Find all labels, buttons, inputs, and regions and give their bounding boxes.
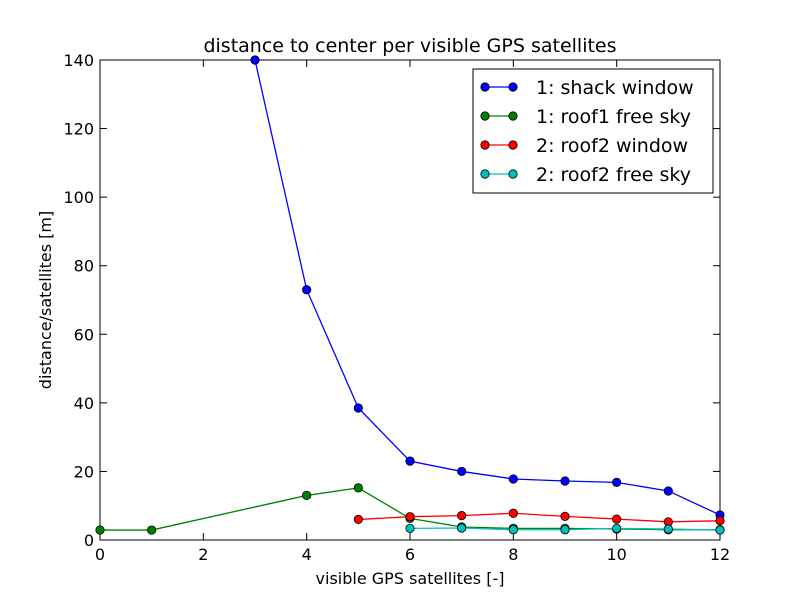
x-tick-label: 0 [95, 545, 105, 564]
y-tick-label: 40 [74, 394, 94, 413]
series-layer [95, 55, 725, 535]
legend-label: 2: roof2 free sky [536, 164, 691, 186]
y-tick-label: 20 [74, 462, 94, 481]
data-point [147, 525, 157, 535]
series-3 [353, 508, 725, 527]
data-point [560, 511, 570, 521]
series-4 [405, 523, 725, 535]
data-point [95, 525, 105, 535]
data-point [560, 525, 570, 535]
data-point [457, 511, 467, 521]
data-point [508, 525, 518, 535]
data-point [353, 483, 363, 493]
legend-marker [480, 140, 490, 150]
legend-marker [508, 82, 518, 92]
y-axis-label: distance/satellites [m] [36, 211, 55, 389]
data-point [612, 514, 622, 524]
x-tick-label: 6 [405, 545, 415, 564]
y-tick-label: 0 [84, 531, 94, 550]
legend: 1: shack window 1: roof1 free sky 2: roof2… [472, 68, 714, 194]
series-1 [250, 55, 725, 520]
legend-item: 2: roof2 free sky [480, 164, 691, 186]
x-tick-label: 8 [508, 545, 518, 564]
data-point [715, 516, 725, 526]
legend-marker [508, 140, 518, 150]
data-point [612, 523, 622, 533]
data-point [405, 456, 415, 466]
data-point [612, 477, 622, 487]
legend-item: 1: roof1 free sky [480, 106, 691, 128]
data-point [508, 474, 518, 484]
y-tick-label: 60 [74, 325, 94, 344]
x-tick-label: 10 [606, 545, 626, 564]
data-point [405, 523, 415, 533]
legend-item: 2: roof2 window [480, 135, 688, 157]
series-line [358, 512, 721, 523]
x-axis: 0 2 4 6 8 10 12 [95, 60, 730, 564]
series-line [254, 59, 721, 516]
data-point [457, 466, 467, 477]
data-point [302, 285, 312, 295]
data-point [457, 523, 467, 533]
legend-marker [480, 82, 490, 92]
data-point [560, 476, 570, 486]
y-axis: 0 20 40 60 80 100 120 140 [63, 51, 720, 550]
legend-marker [508, 111, 518, 121]
legend-label: 1: shack window [536, 77, 694, 99]
data-point [405, 512, 415, 522]
chart-title: distance to center per visible GPS satel… [203, 35, 616, 57]
x-tick-label: 2 [198, 545, 208, 564]
y-tick-label: 140 [63, 51, 94, 70]
data-point [353, 514, 363, 525]
legend-item: 1: shack window [480, 77, 694, 99]
y-tick-label: 80 [74, 257, 94, 276]
legend-label: 2: roof2 window [536, 135, 688, 157]
legend-marker [480, 111, 490, 121]
x-tick-label: 4 [302, 545, 312, 564]
y-tick-label: 120 [63, 120, 94, 139]
x-axis-label: visible GPS satellites [-] [316, 569, 505, 588]
y-tick-label: 100 [63, 188, 94, 207]
legend-marker [480, 169, 490, 179]
data-point [663, 486, 673, 496]
x-tick-label: 12 [710, 545, 730, 564]
legend-label: 1: roof1 free sky [536, 106, 691, 128]
data-point [353, 403, 363, 413]
legend-marker [508, 169, 518, 179]
data-point [715, 525, 725, 535]
data-point [663, 524, 673, 534]
data-point [508, 508, 518, 518]
data-point [302, 490, 312, 501]
data-point [250, 55, 260, 65]
